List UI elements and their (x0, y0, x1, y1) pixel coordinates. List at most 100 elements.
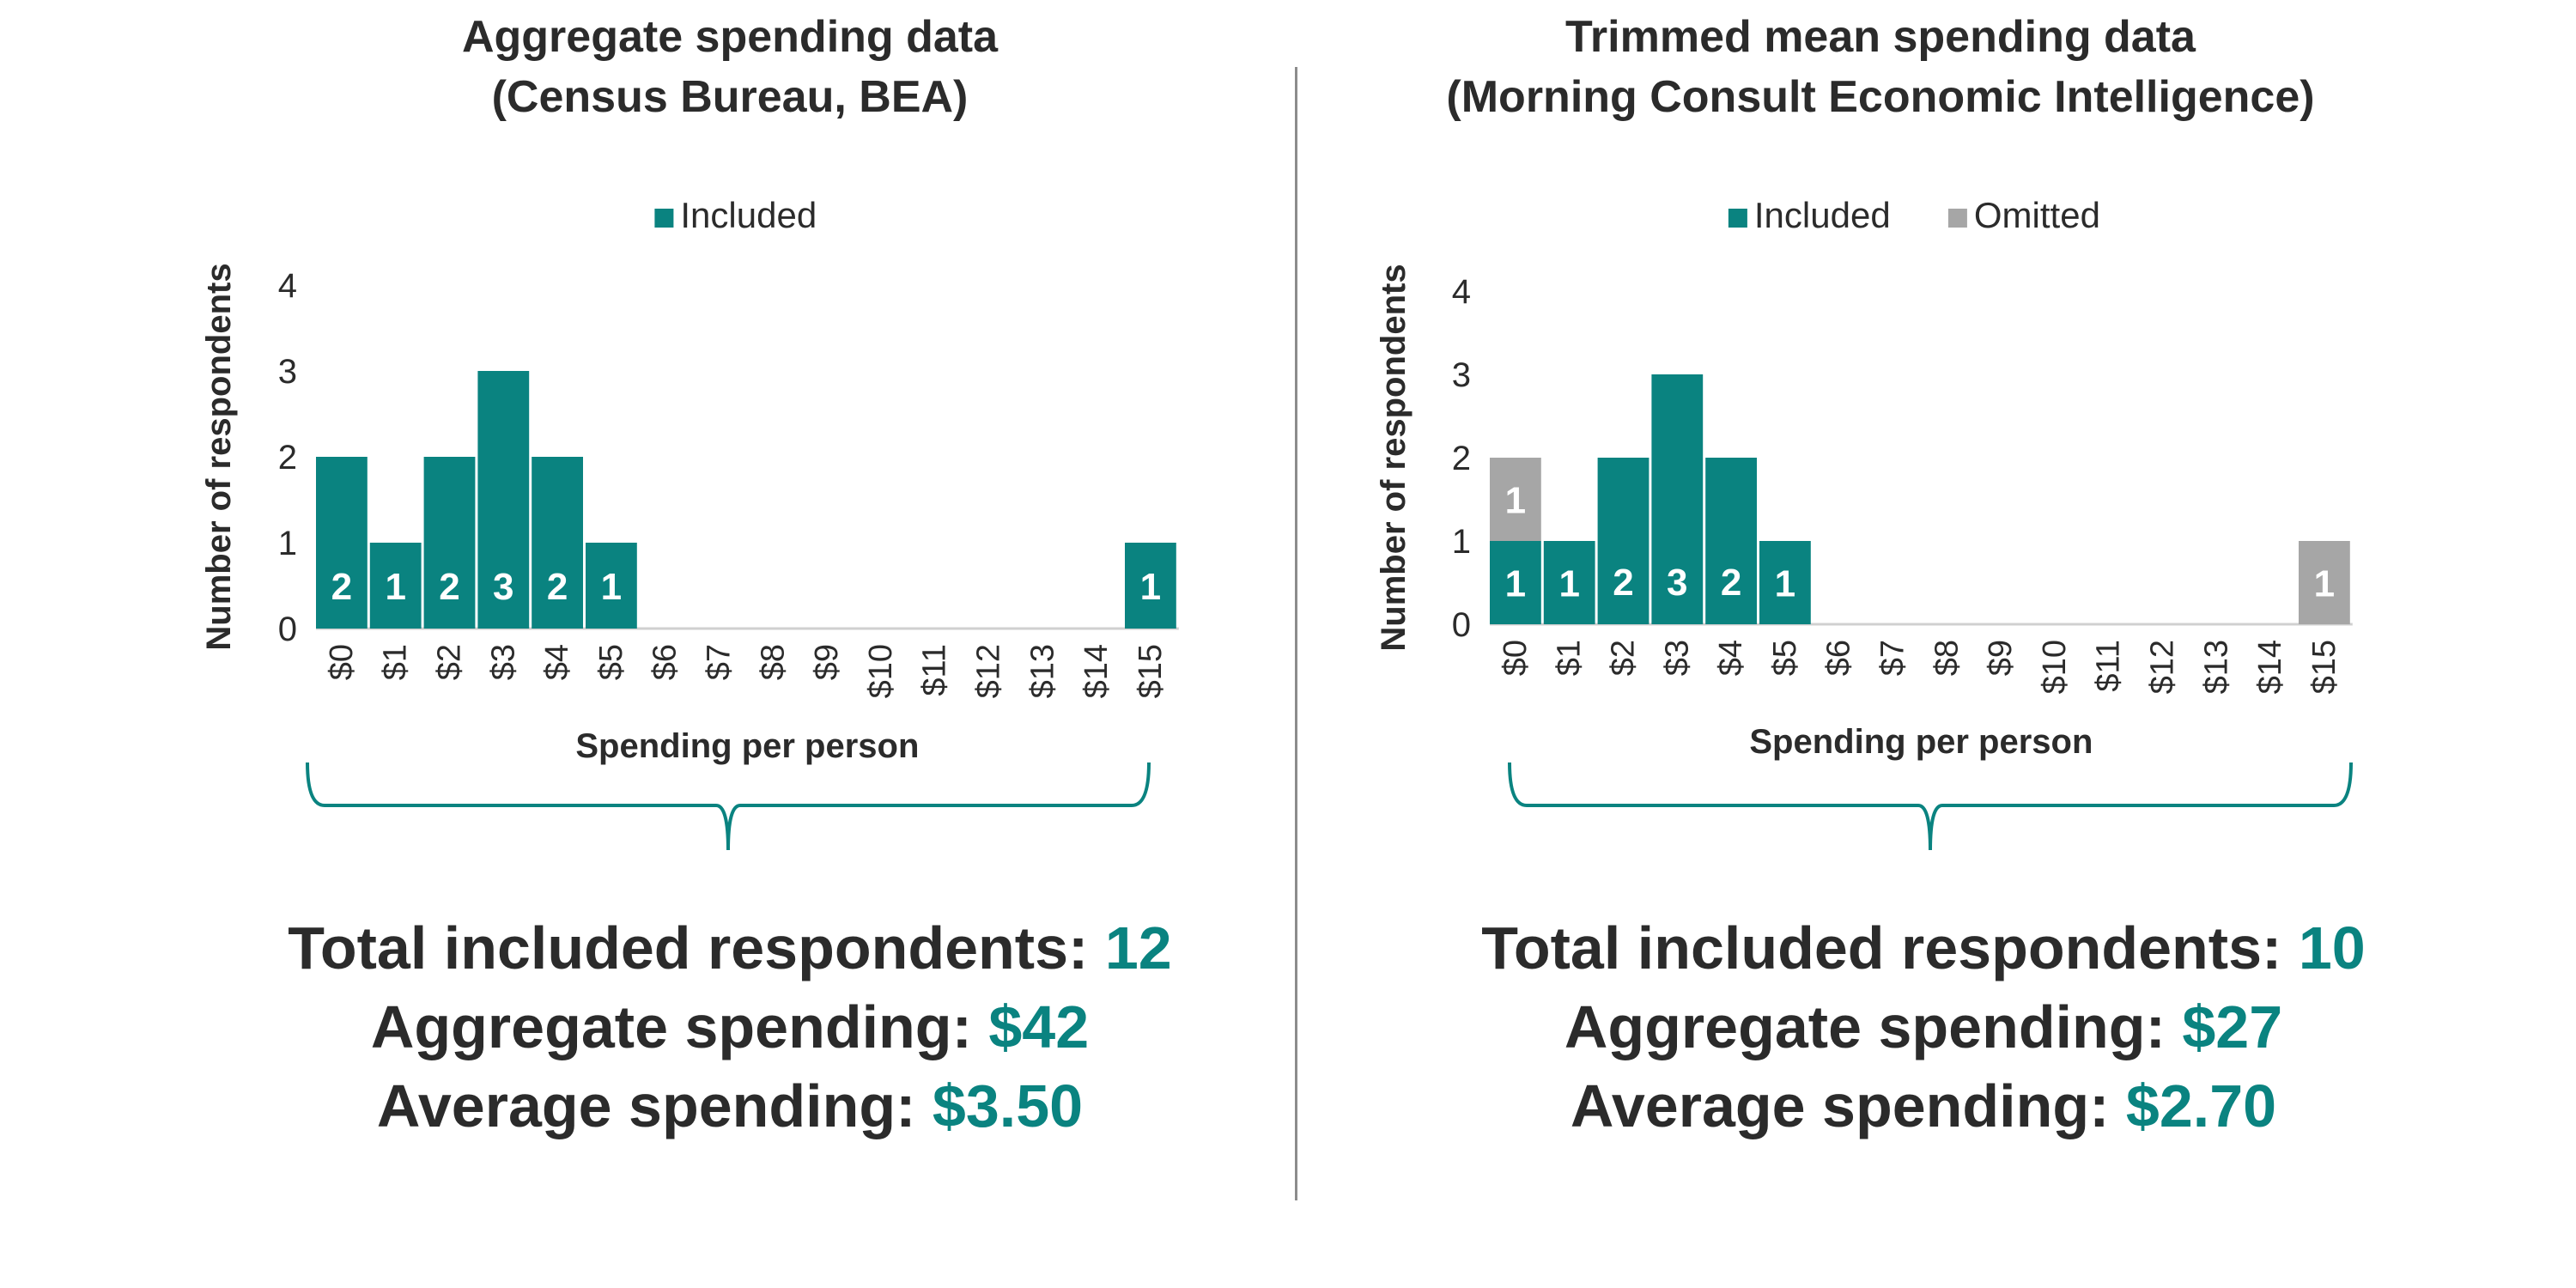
right-average-row: Average spending: $2.70 (1322, 1066, 2524, 1145)
right-x-tick-label: $4 (1713, 640, 1749, 676)
left-panel-title: Aggregate spending data (Census Bureau, … (129, 7, 1331, 127)
right-total-value: 10 (2298, 914, 2366, 981)
left-x-tick-label: $1 (378, 644, 414, 680)
right-total-row: Total included respondents: 10 (1322, 908, 2524, 987)
right-x-tick-label: $8 (1929, 640, 1965, 676)
right-legend-label-omitted: Omitted (1974, 195, 2100, 235)
right-bar-included-5 (1759, 541, 1811, 624)
right-bar-label-included-2: 2 (1613, 562, 1633, 604)
left-aggregate-value: $42 (988, 993, 1090, 1060)
left-x-tick-label: $15 (1133, 644, 1169, 698)
left-x-tick-label: $7 (702, 644, 738, 680)
left-bar-included-2 (423, 457, 476, 629)
right-aggregate-row: Aggregate spending: $27 (1322, 987, 2524, 1066)
left-x-tick-label: $10 (863, 644, 899, 698)
left-y-axis-label: Number of respondents (200, 263, 238, 650)
right-legend-label-included: Included (1754, 195, 1891, 235)
left-x-tick-label: $6 (647, 644, 683, 680)
right-total-label: Total included respondents: (1481, 914, 2282, 981)
right-y-tick-label: 2 (1452, 440, 1471, 477)
right-x-tick-label: $1 (1552, 640, 1588, 676)
right-x-tick-label: $10 (2037, 640, 2073, 694)
left-title-line1: Aggregate spending data (461, 12, 999, 62)
left-summary: Total included respondents: 12 Aggregate… (129, 908, 1331, 1145)
left-average-value: $3.50 (932, 1072, 1084, 1139)
right-x-tick-label: $12 (2145, 640, 2181, 694)
right-aggregate-value: $27 (2182, 993, 2283, 1060)
panel-divider (1295, 67, 1297, 1200)
left-x-tick-label: $14 (1078, 644, 1115, 698)
right-x-axis-label: Spending per person (1749, 723, 2093, 761)
right-y-tick-label: 1 (1452, 523, 1471, 561)
left-bar-included-0 (316, 457, 368, 629)
right-bar-label-included-3: 3 (1667, 562, 1687, 604)
right-x-tick-label: $11 (2091, 640, 2127, 692)
right-x-tick-label: $7 (1875, 640, 1911, 676)
left-x-tick-label: $12 (971, 644, 1007, 698)
left-bar-included-1 (369, 543, 422, 629)
left-bar-label-included-1: 1 (385, 566, 405, 608)
left-bar-included-15 (1125, 543, 1176, 629)
left-bar-label-included-0: 2 (331, 566, 352, 608)
left-curly-brace (306, 762, 1151, 851)
right-title-line1: Trimmed mean spending data (1565, 12, 2196, 62)
left-x-tick-label: $2 (432, 644, 468, 680)
left-legend-swatch-included (654, 209, 674, 228)
left-y-tick-label: 3 (278, 353, 297, 391)
right-legend-swatch-included (1728, 209, 1747, 228)
right-y-tick-label: 4 (1452, 273, 1471, 311)
left-average-label: Average spending: (376, 1072, 916, 1139)
left-y-tick-label: 0 (278, 611, 297, 648)
left-total-value: 12 (1104, 914, 1172, 981)
right-bar-omitted-0 (1490, 458, 1541, 541)
right-bar-label-included-1: 1 (1558, 563, 1579, 605)
right-y-tick-label: 3 (1452, 356, 1471, 394)
right-y-tick-label: 0 (1452, 606, 1471, 644)
left-bar-label-included-15: 1 (1140, 566, 1161, 608)
right-panel-title: Trimmed mean spending data (Morning Cons… (1279, 7, 2482, 127)
left-x-tick-label: $0 (324, 644, 360, 680)
right-x-tick-label: $0 (1498, 640, 1534, 676)
right-title-line2: (Morning Consult Economic Intelligence) (1446, 72, 2315, 122)
left-y-tick-label: 1 (278, 525, 297, 562)
left-x-axis-label: Spending per person (575, 727, 919, 765)
right-bar-included-4 (1705, 458, 1757, 624)
left-bar-included-5 (586, 543, 637, 629)
right-bar-included-0 (1490, 541, 1541, 624)
right-bar-label-included-4: 2 (1721, 562, 1741, 604)
right-summary: Total included respondents: 10 Aggregate… (1322, 908, 2524, 1145)
right-x-tick-label: $2 (1606, 640, 1642, 676)
left-total-label: Total included respondents: (288, 914, 1089, 981)
left-bar-included-4 (532, 457, 583, 629)
left-y-tick-label: 4 (278, 267, 297, 305)
right-bar-label-omitted-15: 1 (2314, 563, 2335, 605)
left-x-tick-label: $8 (755, 644, 791, 680)
right-x-tick-label: $3 (1659, 640, 1695, 676)
left-y-tick-label: 2 (278, 439, 297, 477)
right-bar-included-1 (1543, 541, 1595, 624)
right-x-tick-label: $6 (1821, 640, 1857, 676)
right-legend-swatch-omitted (1947, 209, 1967, 228)
right-x-tick-label: $13 (2198, 640, 2234, 694)
left-total-row: Total included respondents: 12 (129, 908, 1331, 987)
left-aggregate-label: Aggregate spending: (370, 993, 972, 1060)
right-bar-included-3 (1651, 374, 1704, 624)
left-average-row: Average spending: $3.50 (129, 1066, 1331, 1145)
left-bar-label-included-4: 2 (547, 566, 568, 608)
right-average-value: $2.70 (2125, 1072, 2277, 1139)
left-title-line2: (Census Bureau, BEA) (491, 72, 969, 122)
right-bar-label-included-0: 1 (1505, 563, 1526, 605)
right-x-tick-label: $5 (1767, 640, 1803, 676)
right-bar-included-2 (1597, 458, 1649, 624)
right-bar-label-omitted-0: 1 (1505, 480, 1526, 522)
left-aggregate-row: Aggregate spending: $42 (129, 987, 1331, 1066)
left-x-tick-label: $13 (1024, 644, 1060, 698)
left-x-tick-label: $11 (917, 644, 953, 696)
left-legend-label-included: Included (680, 195, 817, 235)
right-average-label: Average spending: (1570, 1072, 2110, 1139)
right-y-axis-label: Number of respondents (1375, 264, 1413, 651)
left-bar-included-3 (477, 371, 530, 629)
left-bar-label-included-3: 3 (493, 566, 513, 608)
left-bar-label-included-5: 1 (601, 566, 622, 608)
